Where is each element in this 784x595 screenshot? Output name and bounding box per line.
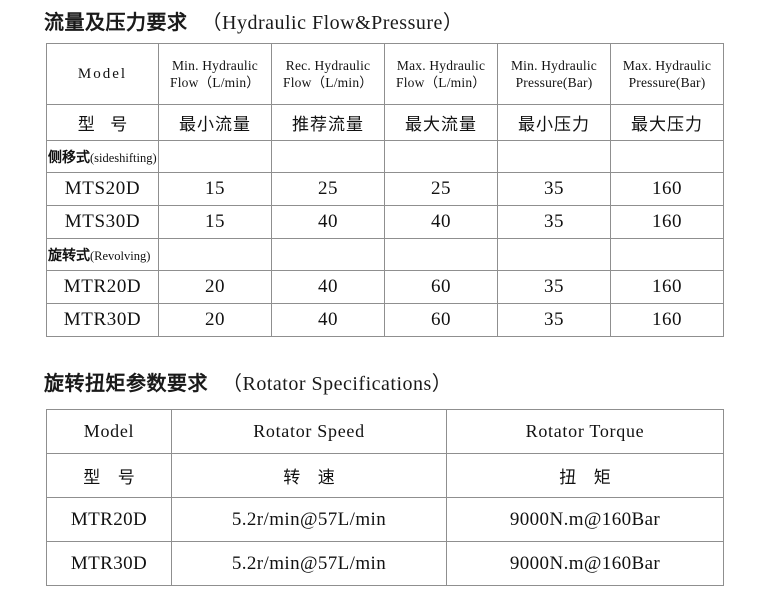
rotator-specifications-table: Model Rotator Speed Rotator Torque 型 号 转… <box>46 409 724 586</box>
column-header-model: Model <box>46 409 172 454</box>
column-header-max-flow-cn: 最大流量 <box>384 104 498 141</box>
column-header-rotator-speed: Rotator Speed <box>171 409 447 454</box>
column-header-min-hydraulic-pressure-line2: Pressure(Bar) <box>515 75 593 90</box>
column-header-model-cn: 型 号 <box>46 453 172 498</box>
cell-min-flow: 15 <box>158 205 272 239</box>
group-row-empty-cell <box>158 140 272 173</box>
table-header-row-english: Model Rotator Speed Rotator Torque <box>46 409 724 454</box>
column-header-rotator-torque-cn: 扭 矩 <box>446 453 724 498</box>
cell-model: MTR20D <box>46 270 159 304</box>
group-row-empty-cell <box>384 238 498 271</box>
section-title-hydraulic-flow: 流量及压力要求 （Hydraulic Flow&Pressure） <box>44 6 463 35</box>
cell-rotator-torque: 9000N.m@160Bar <box>446 497 724 542</box>
column-header-min-hydraulic-pressure: Min. Hydraulic Pressure(Bar) <box>497 43 611 105</box>
section-title-rotator-specifications: 旋转扭矩参数要求 （Rotator Specifications） <box>44 367 452 396</box>
table-group-row: 侧移式(sideshifting) <box>46 140 724 173</box>
column-header-max-hydraulic-flow: Max. Hydraulic Flow（L/min） <box>384 43 498 105</box>
group-row-empty-cell <box>158 238 272 271</box>
cell-rotator-speed: 5.2r/min@57L/min <box>171 497 447 542</box>
group-label-sideshifting-cn: 侧移式 <box>48 149 90 166</box>
group-row-empty-cell <box>497 238 611 271</box>
cell-rec-flow: 25 <box>271 172 385 206</box>
cell-min-pressure: 35 <box>497 303 611 337</box>
group-label-revolving-cn: 旋转式 <box>48 247 90 264</box>
group-label-revolving: 旋转式(Revolving) <box>46 238 159 271</box>
table-row: MTS30D 15 40 40 35 160 <box>46 205 724 239</box>
group-row-empty-cell <box>271 140 385 173</box>
group-label-sideshifting-en: (sideshifting) <box>90 150 157 165</box>
section-title-hydraulic-flow-en: （Hydraulic Flow&Pressure） <box>201 12 464 34</box>
section-title-rotator-cn: 旋转扭矩参数要求 <box>44 371 208 395</box>
column-header-max-pressure-cn: 最大压力 <box>610 104 724 141</box>
cell-model: MTR20D <box>46 497 172 542</box>
table-header-row-english: Model Min. Hydraulic Flow（L/min） Rec. Hy… <box>46 43 724 105</box>
column-header-min-hydraulic-flow: Min. Hydraulic Flow（L/min） <box>158 43 272 105</box>
cell-max-pressure: 160 <box>610 270 724 304</box>
column-header-min-hydraulic-pressure-line1: Min. Hydraulic <box>510 58 598 73</box>
cell-max-pressure: 160 <box>610 303 724 337</box>
cell-min-pressure: 35 <box>497 205 611 239</box>
cell-model: MTR30D <box>46 303 159 337</box>
cell-min-pressure: 35 <box>497 270 611 304</box>
column-header-rec-flow-cn: 推荐流量 <box>271 104 385 141</box>
table-row: MTR30D 20 40 60 35 160 <box>46 303 724 337</box>
cell-model: MTS30D <box>46 205 159 239</box>
column-header-rotator-torque: Rotator Torque <box>446 409 724 454</box>
column-header-min-hydraulic-flow-line2: Flow（L/min） <box>170 75 260 90</box>
cell-max-pressure: 160 <box>610 172 724 206</box>
group-row-empty-cell <box>497 140 611 173</box>
hydraulic-flow-pressure-table: Model Min. Hydraulic Flow（L/min） Rec. Hy… <box>46 43 724 337</box>
column-header-rec-hydraulic-flow-line2: Flow（L/min） <box>283 75 373 90</box>
cell-rec-flow: 40 <box>271 205 385 239</box>
cell-max-flow: 25 <box>384 172 498 206</box>
cell-rec-flow: 40 <box>271 270 385 304</box>
cell-rotator-torque: 9000N.m@160Bar <box>446 541 724 586</box>
cell-min-flow: 20 <box>158 303 272 337</box>
column-header-rec-hydraulic-flow: Rec. Hydraulic Flow（L/min） <box>271 43 385 105</box>
column-header-max-hydraulic-flow-line2: Flow（L/min） <box>396 75 486 90</box>
cell-rec-flow: 40 <box>271 303 385 337</box>
table-group-row: 旋转式(Revolving) <box>46 238 724 271</box>
cell-max-pressure: 160 <box>610 205 724 239</box>
table-row: MTR20D 5.2r/min@57L/min 9000N.m@160Bar <box>46 497 724 542</box>
column-header-max-hydraulic-pressure: Max. Hydraulic Pressure(Bar) <box>610 43 724 105</box>
cell-max-flow: 40 <box>384 205 498 239</box>
table-row: MTR30D 5.2r/min@57L/min 9000N.m@160Bar <box>46 541 724 586</box>
cell-rotator-speed: 5.2r/min@57L/min <box>171 541 447 586</box>
column-header-min-pressure-cn: 最小压力 <box>497 104 611 141</box>
cell-min-flow: 15 <box>158 172 272 206</box>
group-label-revolving-en: (Revolving) <box>90 248 151 263</box>
table-header-row-chinese: 型 号 转 速 扭 矩 <box>46 453 724 498</box>
column-header-model-cn: 型 号 <box>46 104 159 141</box>
group-row-empty-cell <box>384 140 498 173</box>
column-header-max-hydraulic-pressure-line2: Pressure(Bar) <box>628 75 706 90</box>
group-row-empty-cell <box>610 238 724 271</box>
column-header-max-hydraulic-flow-line1: Max. Hydraulic <box>396 58 486 73</box>
group-row-empty-cell <box>271 238 385 271</box>
cell-model: MTR30D <box>46 541 172 586</box>
cell-min-flow: 20 <box>158 270 272 304</box>
cell-model: MTS20D <box>46 172 159 206</box>
cell-min-pressure: 35 <box>497 172 611 206</box>
column-header-max-hydraulic-pressure-line1: Max. Hydraulic <box>622 58 712 73</box>
column-header-model: Model <box>46 43 159 105</box>
section-title-hydraulic-flow-cn: 流量及压力要求 <box>44 10 188 34</box>
section-title-rotator-en: （Rotator Specifications） <box>222 373 453 395</box>
group-label-sideshifting: 侧移式(sideshifting) <box>46 140 159 173</box>
table-row: MTR20D 20 40 60 35 160 <box>46 270 724 304</box>
column-header-rec-hydraulic-flow-line1: Rec. Hydraulic <box>285 58 371 73</box>
cell-max-flow: 60 <box>384 303 498 337</box>
column-header-model-line1: Model <box>77 65 128 82</box>
group-row-empty-cell <box>610 140 724 173</box>
table-row: MTS20D 15 25 25 35 160 <box>46 172 724 206</box>
column-header-min-flow-cn: 最小流量 <box>158 104 272 141</box>
table-header-row-chinese: 型 号 最小流量 推荐流量 最大流量 最小压力 最大压力 <box>46 104 724 141</box>
cell-max-flow: 60 <box>384 270 498 304</box>
column-header-rotator-speed-cn: 转 速 <box>171 453 447 498</box>
column-header-min-hydraulic-flow-line1: Min. Hydraulic <box>171 58 259 73</box>
